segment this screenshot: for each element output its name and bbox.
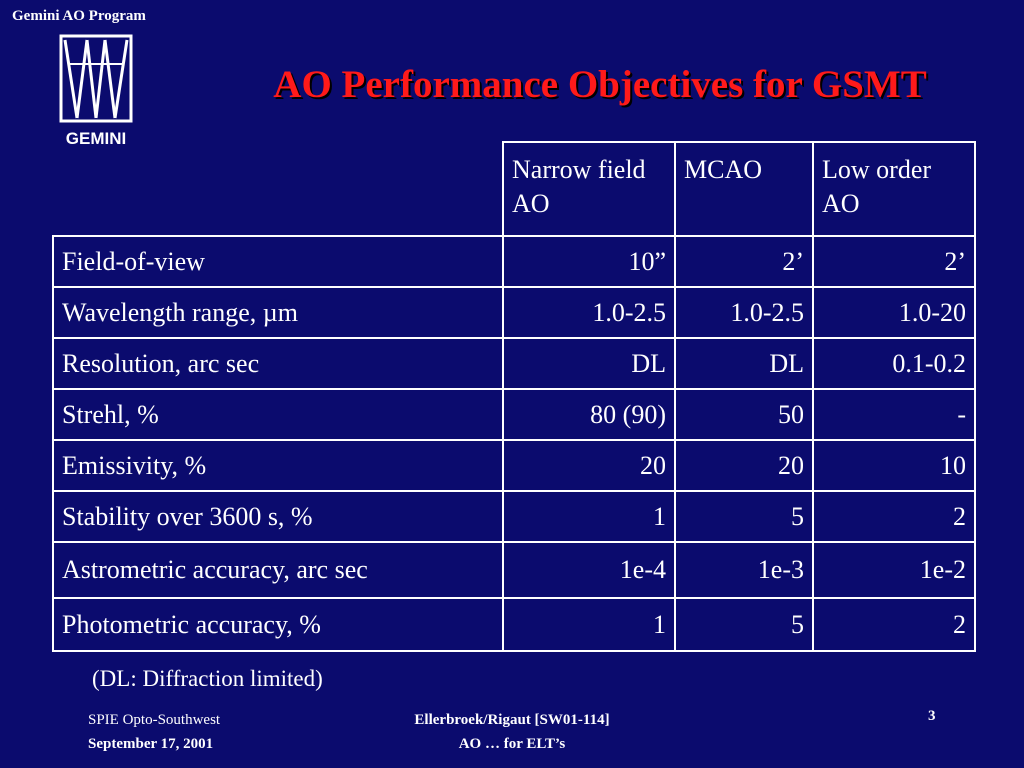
footer-authors: Ellerbroek/Rigaut [SW01-114] AO … for EL…: [380, 708, 644, 756]
footer-conference-name: SPIE Opto-Southwest: [88, 712, 221, 728]
table-cell: 1.0-2.5: [674, 286, 814, 339]
page-title: AO Performance Objectives for GSMT: [273, 63, 927, 106]
footer-subtitle-line: AO … for ELT’s: [458, 736, 566, 752]
gemini-logo: GEMINI: [59, 34, 133, 148]
table-cell: 1e-3: [674, 541, 814, 599]
table-cell: 2’: [812, 235, 976, 288]
page-number: 3: [928, 708, 936, 724]
program-label: Gemini AO Program: [12, 8, 146, 24]
row-label: Emissivity, %: [52, 439, 504, 492]
table-row: Resolution, arc sec DL DL 0.1-0.2: [52, 337, 976, 390]
table-cell: DL: [674, 337, 814, 390]
column-header: Low order AO: [812, 141, 976, 237]
header-blank-cell: [53, 142, 504, 237]
table-cell: DL: [502, 337, 676, 390]
table-cell: 1e-4: [502, 541, 676, 599]
performance-table: Narrow field AO MCAO Low order AO Field-…: [52, 141, 976, 652]
footer-authors-line: Ellerbroek/Rigaut [SW01-114]: [414, 712, 610, 728]
table-header-row: Narrow field AO MCAO Low order AO: [53, 141, 976, 237]
table-row: Wavelength range, µm 1.0-2.5 1.0-2.5 1.0…: [52, 286, 976, 339]
table-cell: 1: [502, 490, 676, 543]
table-row: Field-of-view 10” 2’ 2’: [52, 235, 976, 288]
row-label: Wavelength range, µm: [52, 286, 504, 339]
table-cell: 10: [812, 439, 976, 492]
footer-conference: SPIE Opto-Southwest September 17, 2001: [88, 708, 220, 756]
table-cell: 80 (90): [502, 388, 676, 441]
column-header: MCAO: [674, 141, 814, 237]
table-cell: 5: [674, 597, 814, 652]
row-label: Resolution, arc sec: [52, 337, 504, 390]
table-cell: 2: [812, 597, 976, 652]
row-label: Stability over 3600 s, %: [52, 490, 504, 543]
table-cell: 1.0-20: [812, 286, 976, 339]
table-cell: 2: [812, 490, 976, 543]
table-cell: 2’: [674, 235, 814, 288]
column-header: Narrow field AO: [502, 141, 676, 237]
table-row: Strehl, % 80 (90) 50 -: [52, 388, 976, 441]
row-label: Field-of-view: [52, 235, 504, 288]
table-cell: -: [812, 388, 976, 441]
table-row: Astrometric accuracy, arc sec 1e-4 1e-3 …: [52, 541, 976, 599]
table-cell: 1e-2: [812, 541, 976, 599]
footnote-dl: (DL: Diffraction limited): [92, 666, 323, 691]
table-cell: 1: [502, 597, 676, 652]
table-cell: 20: [502, 439, 676, 492]
table-row: Stability over 3600 s, % 1 5 2: [52, 490, 976, 543]
row-label: Photometric accuracy, %: [52, 597, 504, 652]
table-cell: 50: [674, 388, 814, 441]
table-cell: 10”: [502, 235, 676, 288]
table-cell: 20: [674, 439, 814, 492]
row-label: Strehl, %: [52, 388, 504, 441]
row-label: Astrometric accuracy, arc sec: [52, 541, 504, 599]
footer-date: September 17, 2001: [88, 736, 214, 752]
table-row: Photometric accuracy, % 1 5 2: [52, 597, 976, 652]
table-row: Emissivity, % 20 20 10: [52, 439, 976, 492]
table-cell: 0.1-0.2: [812, 337, 976, 390]
table-cell: 5: [674, 490, 814, 543]
table-cell: 1.0-2.5: [502, 286, 676, 339]
